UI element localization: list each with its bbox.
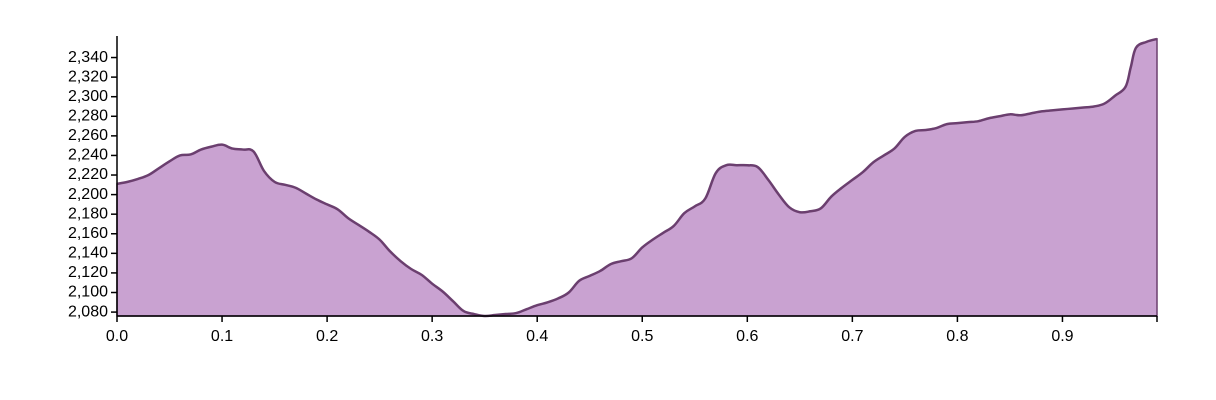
y-tick-label: 2,320 [68,68,108,85]
x-tick-label: 0.0 [106,328,128,345]
y-tick-label: 2,080 [68,303,108,320]
y-tick-label: 2,160 [68,225,108,242]
y-tick-label: 2,140 [68,245,108,262]
y-tick-label: 2,300 [68,88,108,105]
axes-layer: 2,080 2,100 2,120 2,140 2,160 2,180 2,200 2,220… [68,36,1158,345]
y-tick-label: 2,220 [68,166,108,183]
area-layer [116,37,1158,318]
y-tick-label: 2,340 [68,49,108,66]
x-tick-label: 0.7 [841,328,863,345]
x-tick-label: 0.9 [1051,328,1073,345]
x-tick-label: 0.6 [736,328,758,345]
x-tick-label: 0.2 [316,328,338,345]
y-tick-label: 2,260 [68,127,108,144]
y-tick-label: 2,280 [68,107,108,124]
y-tick-label: 2,200 [68,186,108,203]
x-axis-ticks: 0.0 0.1 0.2 0.3 0.4 0.5 0.6 0.7 0.8 0.9 [106,316,1158,345]
y-tick-label: 2,180 [68,205,108,222]
y-tick-label: 2,100 [68,284,108,301]
x-tick-label: 0.8 [946,328,968,345]
x-tick-label: 0.1 [211,328,233,345]
x-tick-label: 0.4 [526,328,548,345]
y-axis-ticks: 2,080 2,100 2,120 2,140 2,160 2,180 2,200 2,220… [68,49,117,320]
area-fill [116,37,1158,317]
y-tick-label: 2,120 [68,264,108,281]
x-tick-label: 0.3 [421,328,443,345]
series-line [116,37,1158,318]
x-tick-label: 0.5 [631,328,653,345]
y-tick-label: 2,240 [68,147,108,164]
